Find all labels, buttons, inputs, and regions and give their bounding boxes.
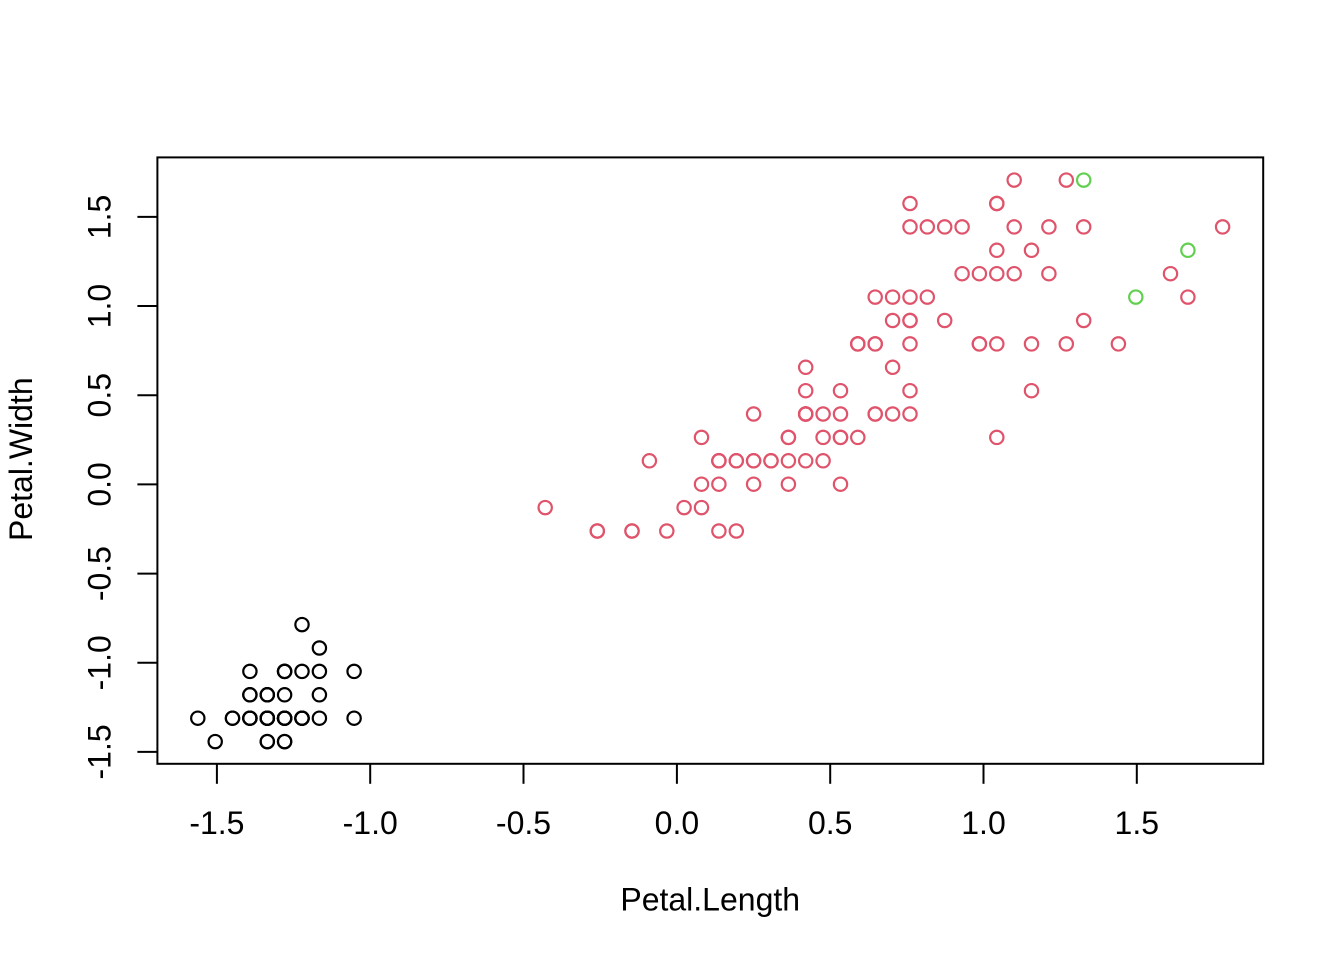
svg-text:0.0: 0.0 — [655, 805, 699, 841]
svg-text:Petal.Width: Petal.Width — [3, 377, 39, 541]
svg-text:0.0: 0.0 — [82, 462, 118, 506]
svg-text:0.5: 0.5 — [808, 805, 852, 841]
svg-text:1.0: 1.0 — [961, 805, 1005, 841]
svg-text:-1.5: -1.5 — [189, 805, 244, 841]
svg-text:1.5: 1.5 — [1115, 805, 1159, 841]
svg-text:-1.5: -1.5 — [82, 724, 118, 779]
svg-text:1.5: 1.5 — [82, 195, 118, 239]
svg-text:0.5: 0.5 — [82, 373, 118, 417]
svg-text:1.0: 1.0 — [82, 284, 118, 328]
svg-text:-0.5: -0.5 — [496, 805, 551, 841]
svg-text:Petal.Length: Petal.Length — [620, 881, 800, 917]
svg-text:-0.5: -0.5 — [82, 546, 118, 601]
svg-text:-1.0: -1.0 — [82, 635, 118, 690]
svg-text:-1.0: -1.0 — [343, 805, 398, 841]
